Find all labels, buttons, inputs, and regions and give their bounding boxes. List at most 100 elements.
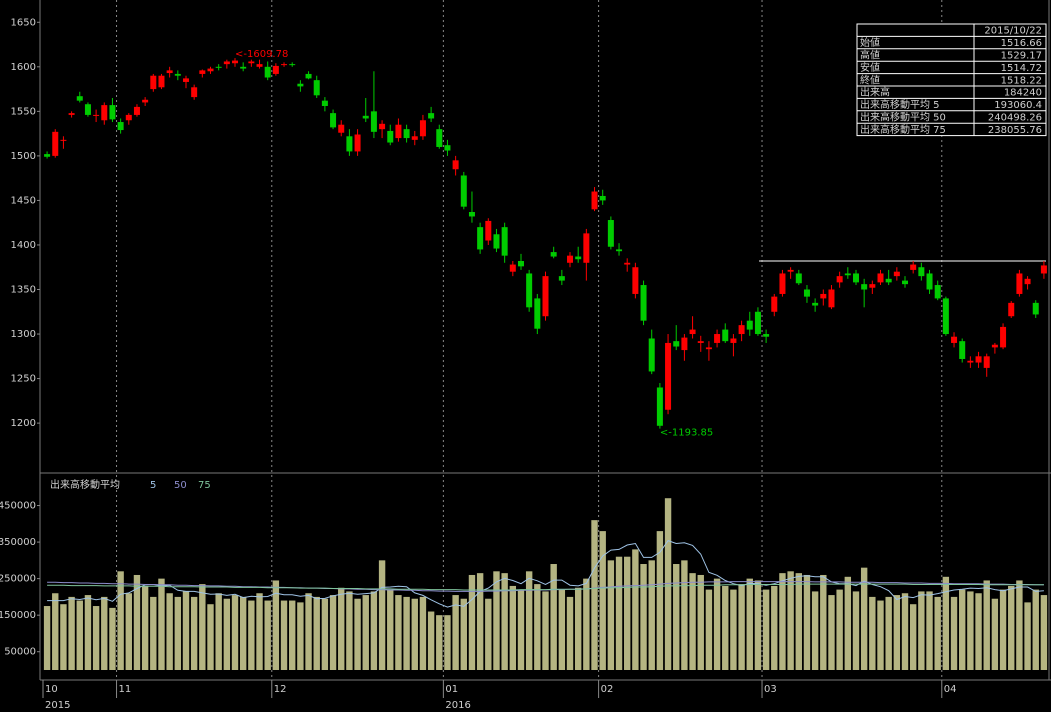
info-value: 1529.17 — [1001, 51, 1042, 62]
volume-bar — [607, 560, 615, 670]
candle-body — [191, 87, 198, 98]
candle-body — [68, 113, 75, 115]
volume-bar — [76, 600, 83, 670]
candle-body — [616, 249, 623, 252]
vol-y-tick-label: 350000 — [0, 537, 36, 548]
candle-body — [395, 124, 402, 139]
candle-body — [330, 113, 337, 128]
candle-body — [117, 122, 124, 131]
candle-body — [820, 293, 827, 299]
volume-bar — [419, 596, 427, 670]
volume-bar — [101, 596, 108, 670]
volume-bar — [125, 593, 132, 670]
candle-body — [624, 262, 631, 265]
volume-bar — [223, 598, 231, 670]
candle-body — [542, 276, 549, 317]
candle-body — [281, 64, 288, 66]
volume-bar — [403, 596, 410, 670]
volume-bar — [509, 585, 517, 670]
volume-bar — [722, 585, 729, 670]
volume-bar — [648, 560, 655, 670]
candle-body — [101, 105, 108, 121]
candle-body — [485, 220, 492, 241]
volume-bar — [869, 596, 876, 670]
candle-body — [575, 256, 582, 260]
ma-legend-title: 出来高移動平均 — [50, 478, 120, 491]
volume-bar — [289, 600, 296, 670]
candle-body — [828, 289, 835, 308]
x-tick-label: 02 — [601, 684, 614, 695]
candle-body — [681, 337, 688, 351]
candle-body — [869, 284, 876, 288]
candle-body — [387, 130, 394, 143]
candle-body — [248, 61, 255, 64]
candle-body — [207, 68, 214, 72]
volume-bar — [346, 591, 353, 670]
candle-body — [158, 75, 165, 88]
volume-bar — [950, 596, 958, 670]
volume-bar — [566, 596, 574, 670]
candle-body — [591, 191, 598, 210]
y-tick-label: 1600 — [11, 62, 36, 73]
candle-body — [444, 145, 451, 151]
candle-body — [44, 154, 51, 157]
candle-body — [477, 227, 484, 250]
volume-bar — [436, 615, 443, 670]
volume-bar — [166, 593, 173, 670]
x-tick-label: 01 — [445, 684, 458, 695]
volume-bar — [84, 595, 92, 670]
volume-bar — [109, 607, 116, 670]
candle-body — [656, 387, 663, 426]
volume-bar — [705, 589, 713, 670]
candle-body — [428, 113, 435, 119]
volume-bar — [272, 580, 280, 670]
candle-body — [763, 334, 770, 337]
volume-bar — [697, 574, 704, 670]
volume-bar — [591, 520, 598, 670]
candle-body — [951, 336, 958, 343]
volume-bar — [313, 596, 320, 670]
info-label: 出来高 — [860, 86, 890, 99]
volume-bar — [583, 578, 590, 670]
volume-bar — [681, 560, 688, 670]
candle-body — [150, 75, 157, 90]
x-tick-label: 10 — [45, 684, 58, 695]
volume-bar — [215, 593, 222, 670]
candle-body — [460, 175, 467, 207]
ma-line — [47, 583, 1044, 591]
volume-bar — [378, 560, 386, 670]
candle-body — [452, 160, 459, 170]
candle-body — [983, 356, 990, 368]
candle-body — [583, 233, 590, 263]
volume-bar — [231, 595, 239, 670]
info-value: 193060.4 — [994, 100, 1042, 111]
candle-body — [852, 273, 859, 283]
volume-bar — [338, 587, 345, 670]
volume-bar — [1040, 595, 1048, 670]
info-label: 高値 — [860, 49, 880, 62]
volume-bar — [1008, 585, 1015, 670]
volume-bar — [959, 589, 966, 670]
volume-bar — [239, 596, 247, 670]
volume-bar — [525, 571, 533, 670]
info-table — [856, 23, 1047, 137]
candle-body — [509, 264, 516, 272]
volume-bar — [117, 571, 124, 670]
y-tick-label: 1200 — [11, 418, 36, 429]
candle-body — [84, 104, 91, 115]
ma-line — [47, 540, 1044, 608]
x-tick-label: 11 — [119, 684, 132, 695]
candle-body — [738, 325, 745, 335]
candle-body — [166, 70, 173, 74]
candle-body — [730, 338, 737, 343]
volume-bar — [395, 595, 402, 670]
volume-bar — [174, 596, 182, 670]
candle-body — [705, 347, 712, 350]
volume-bar — [68, 596, 75, 670]
candle-body — [885, 278, 892, 283]
volume-bar — [820, 574, 827, 670]
candle-body — [918, 267, 925, 277]
volume-bar — [305, 593, 312, 670]
volume-bar — [199, 584, 206, 670]
